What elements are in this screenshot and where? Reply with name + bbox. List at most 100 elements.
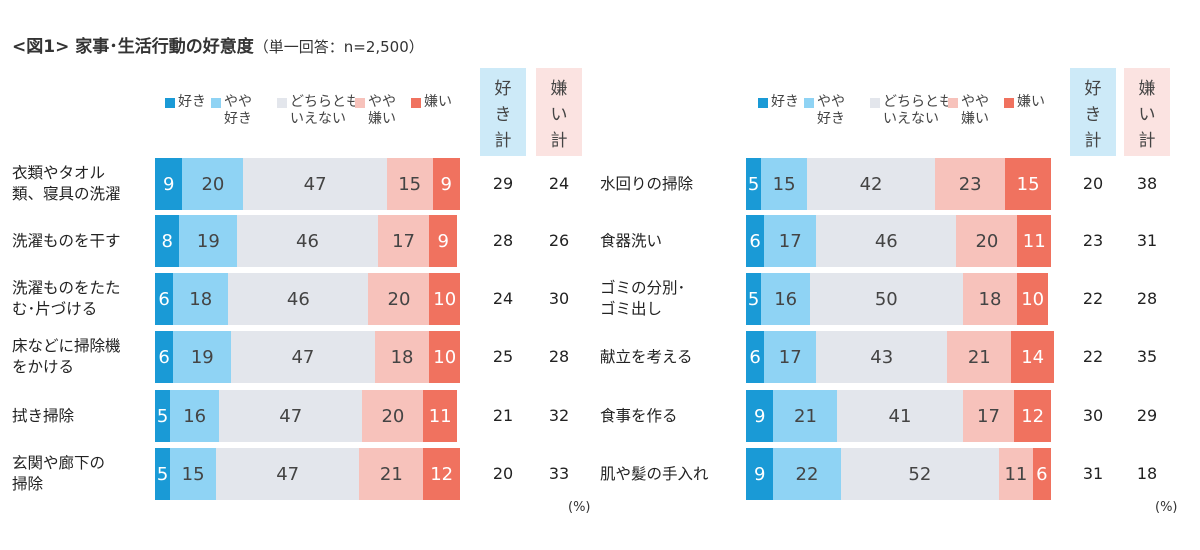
- data-label: 5: [156, 405, 169, 427]
- legend-item: 好き: [165, 94, 206, 111]
- bar-segment: 9: [429, 215, 457, 267]
- data-label: 19: [190, 346, 214, 368]
- bar-segment: 17: [377, 215, 430, 267]
- legend-swatch: [165, 98, 175, 108]
- bar-segment: 43: [816, 331, 948, 383]
- like-total-header: 好き計: [1070, 68, 1116, 156]
- legend-swatch: [277, 98, 287, 108]
- dislike-total-value: 35: [1136, 347, 1158, 366]
- data-label: 21: [794, 405, 817, 427]
- legend-item: どちらとも いえない: [870, 94, 953, 128]
- data-label: 47: [276, 463, 300, 485]
- title-text: <図1> 家事･生活行動の好意度: [12, 37, 254, 57]
- data-label: 10: [433, 288, 457, 310]
- data-label: 10: [433, 346, 457, 368]
- data-label: 19: [196, 230, 220, 252]
- category-label: 洗濯ものを干す: [12, 231, 121, 250]
- bar-segment: 6: [746, 331, 765, 383]
- bar-segment: 47: [219, 390, 363, 442]
- category-label: 食事を作る: [600, 406, 678, 425]
- like-total-value: 21: [492, 406, 514, 425]
- unit-label: (%): [1155, 500, 1178, 515]
- subtitle-text: （単一回答：n=2,500）: [253, 38, 424, 56]
- bar-segment: 15: [386, 158, 433, 210]
- legend-label: どちらとも いえない: [883, 94, 953, 127]
- dislike-total-value: 33: [548, 464, 570, 483]
- bar-segment: 19: [179, 215, 238, 267]
- legend-item: 嫌い: [1004, 94, 1045, 111]
- data-label: 17: [977, 405, 1000, 427]
- bar-segment: 21: [773, 390, 838, 442]
- bar-segment: 46: [237, 215, 378, 267]
- bar-segment: 17: [962, 390, 1015, 442]
- data-label: 9: [440, 173, 452, 195]
- like-total-header: 好き計: [480, 68, 526, 156]
- bar-segment: 50: [810, 273, 963, 325]
- data-label: 15: [398, 173, 422, 195]
- bar-segment: 47: [216, 448, 360, 500]
- data-label: 6: [749, 346, 761, 368]
- dislike-total-value: 29: [1136, 406, 1158, 425]
- data-label: 42: [859, 173, 883, 195]
- bar-segment: 52: [840, 448, 1000, 500]
- legend-item: 嫌い: [411, 94, 452, 111]
- dislike-total-value: 18: [1136, 464, 1158, 483]
- dislike-total-header: 嫌い計: [536, 68, 582, 156]
- bar-segment: 21: [359, 448, 424, 500]
- data-label: 21: [379, 463, 403, 485]
- category-label: 拭き掃除: [12, 406, 75, 425]
- dislike-total-value: 28: [1136, 289, 1158, 308]
- category-label: 水回りの掃除: [600, 174, 694, 193]
- bar-segment: 47: [231, 331, 375, 383]
- stacked-bar: 6 17 43 21 14: [746, 331, 1055, 383]
- data-label: 20: [975, 230, 999, 252]
- data-label: 8: [161, 230, 173, 252]
- data-label: 15: [1016, 173, 1040, 195]
- data-label: 10: [1021, 288, 1045, 310]
- data-label: 6: [749, 230, 761, 252]
- bar-segment: 20: [182, 158, 244, 210]
- legend-label: やや 嫌い: [961, 94, 989, 127]
- bar-segment: 20: [362, 390, 424, 442]
- bar-segment: 9: [746, 448, 774, 500]
- category-label: 衣類やタオル 類、寝具の洗濯: [12, 164, 121, 203]
- category-label: 床などに掃除機 をかける: [12, 337, 121, 376]
- data-label: 12: [1021, 405, 1045, 427]
- data-label: 9: [437, 230, 449, 252]
- bar-segment: 47: [243, 158, 387, 210]
- legend-swatch: [758, 98, 768, 108]
- bar-segment: 9: [155, 158, 183, 210]
- data-label: 16: [774, 288, 798, 310]
- data-label: 6: [158, 288, 170, 310]
- legend-label: やや 好き: [224, 94, 252, 127]
- legend-label: 嫌い: [424, 94, 452, 110]
- data-label: 20: [387, 288, 411, 310]
- stacked-bar: 6 19 47 18 10: [155, 331, 460, 383]
- data-label: 50: [874, 288, 898, 310]
- like-total-value: 20: [1082, 174, 1104, 193]
- bar-segment: 6: [155, 331, 174, 383]
- legend-item: やや 嫌い: [948, 94, 989, 128]
- legend-item: どちらとも いえない: [277, 94, 360, 128]
- data-label: 43: [870, 346, 894, 368]
- bar-segment: 12: [1014, 390, 1051, 442]
- unit-label: (%): [568, 500, 591, 515]
- category-label: 献立を考える: [600, 347, 693, 366]
- bar-segment: 17: [764, 331, 817, 383]
- bar-segment: 18: [173, 273, 229, 325]
- bar-segment: 21: [947, 331, 1012, 383]
- bar-segment: 5: [155, 390, 171, 442]
- bar-segment: 6: [1032, 448, 1051, 500]
- data-label: 47: [279, 405, 303, 427]
- dislike-total-value: 31: [1136, 231, 1158, 250]
- data-label: 47: [291, 346, 315, 368]
- like-total-value: 29: [492, 174, 514, 193]
- category-label: 食器洗い: [600, 231, 663, 250]
- bar-segment: 5: [155, 448, 171, 500]
- bar-segment: 10: [429, 331, 460, 383]
- category-label: 洗濯ものをたた む･片づける: [12, 279, 121, 318]
- data-label: 5: [747, 288, 760, 310]
- bar-segment: 15: [170, 448, 216, 500]
- bar-segment: 20: [368, 273, 430, 325]
- bar-segment: 9: [746, 390, 774, 442]
